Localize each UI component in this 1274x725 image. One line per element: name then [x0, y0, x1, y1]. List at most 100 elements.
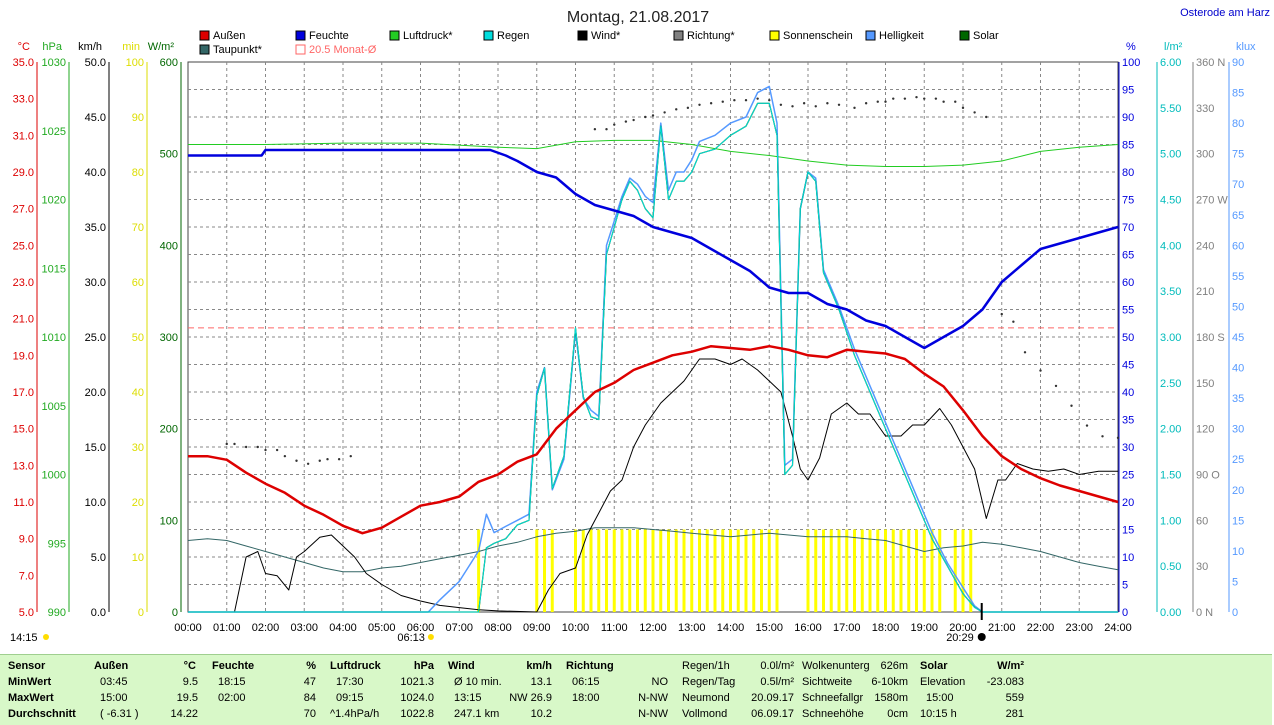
left-axis-tick: 35.0: [13, 57, 34, 69]
sichtweite-label: Sichtweite: [802, 676, 853, 688]
elevation-value: -23.083: [986, 676, 1024, 688]
direction-dot: [1101, 435, 1104, 438]
luftdruck-avg-value: 1022.8: [400, 708, 434, 720]
solar-header: Solar: [920, 660, 948, 672]
direction-dot: [275, 448, 279, 452]
direction-dot: [698, 103, 701, 106]
feuchte-avg-value: 70: [303, 708, 316, 720]
sunshine-bar: [574, 529, 577, 612]
legend-label: Feuchte: [309, 30, 349, 42]
right-axis-tick: 5.00: [1160, 149, 1181, 161]
direction-dot: [306, 462, 310, 466]
right-axis-tick: 55: [1122, 305, 1134, 317]
right-axis-tick: 210: [1196, 286, 1214, 298]
x-tick-label: 20:00: [949, 622, 977, 634]
right-axis-tick: 20: [1232, 485, 1244, 497]
direction-dot: [876, 100, 879, 103]
x-tick-label: 23:00: [1065, 622, 1093, 634]
sunshine-bar: [636, 529, 639, 612]
right-axis-tick: 35: [1232, 393, 1244, 405]
x-tick-label: 06:00: [407, 622, 435, 634]
left-axis-tick: 100: [160, 515, 178, 527]
solar-max-time: 15:00: [926, 692, 954, 704]
left-axis-tick: 40.0: [85, 167, 106, 179]
direction-dot: [814, 105, 817, 108]
neumond-value: 20.09.17: [751, 692, 794, 704]
left-axis-unit: min: [122, 41, 140, 53]
sunshine-bar: [651, 529, 655, 612]
right-axis-tick: 40: [1122, 387, 1134, 399]
left-axis-tick: 1015: [42, 263, 66, 275]
right-axis-tick: 0: [1122, 607, 1128, 619]
direction-dot: [923, 97, 926, 100]
right-axis-tick: 3.50: [1160, 286, 1181, 298]
regen-column: Regen/1h 0.0l/m² Regen/Tag 0.5l/m² Neumond…: [682, 658, 794, 722]
x-tick-label: 07:00: [445, 622, 473, 634]
sunshine-bar: [589, 529, 593, 612]
temperature-line: [188, 344, 1119, 535]
right-axis-unit: %: [1126, 41, 1136, 53]
wind-avg-value: 10.2: [530, 708, 552, 720]
sunset-icon: [977, 633, 986, 641]
sunshine-bar: [845, 529, 849, 612]
elevation-label: Elevation: [920, 676, 966, 688]
wind-avg10-label: Ø 10 min.: [454, 676, 502, 688]
legend-swatch: [295, 44, 306, 55]
left-axis-tick: 1000: [42, 470, 66, 482]
left-axis-tick: 9.0: [19, 534, 34, 546]
x-tick-label: 04:00: [329, 622, 357, 634]
sunshine-bar: [837, 529, 841, 612]
x-tick-label: 24:00: [1104, 622, 1132, 634]
wind-max-time: 13:15: [454, 692, 482, 704]
x-tick-label: 12:00: [639, 622, 667, 634]
left-axis-tick: 5.0: [19, 607, 34, 619]
direction-dot: [954, 100, 957, 103]
left-axis-tick: 0: [138, 607, 144, 619]
left-axis-tick: 50.0: [85, 57, 106, 69]
direction-dot: [624, 120, 628, 123]
left-axis-tick: 35.0: [85, 222, 106, 234]
right-axis-tick: 120: [1196, 424, 1214, 436]
right-axis-tick: 1.00: [1160, 515, 1181, 527]
sunshine-bar: [744, 529, 748, 612]
sunshine-bar: [543, 529, 546, 612]
feuchte-max-value: 84: [303, 692, 316, 704]
right-axis-unit: l/m²: [1164, 41, 1183, 53]
right-axes: %100959085807570656055504540353025201510…: [1118, 41, 1256, 619]
sun-markers: 14:15 06:13 20:29: [10, 603, 986, 644]
sunshine-bar: [605, 529, 608, 612]
solar-max-value: 559: [1005, 692, 1024, 704]
left-axis-tick: 15.0: [85, 442, 106, 454]
left-axis-tick: 27.0: [13, 204, 34, 216]
right-axis-tick: 10: [1122, 552, 1134, 564]
x-tick-label: 10:00: [562, 622, 590, 634]
vollmond-value: 06.09.17: [751, 708, 794, 720]
x-tick-label: 05:00: [368, 622, 396, 634]
humidity-line: [188, 148, 1119, 350]
luftdruck-trend: ^1.4hPa/h: [330, 708, 380, 720]
right-axis-tick: 5: [1122, 580, 1128, 592]
direction-dot: [337, 458, 341, 461]
direction-dot: [826, 102, 829, 105]
right-axis-tick: 95: [1122, 85, 1134, 97]
left-axis-tick: 19.0: [13, 350, 34, 362]
direction-dot: [934, 97, 938, 100]
direction-dot: [853, 106, 856, 110]
regen-1h-label: Regen/1h: [682, 660, 730, 672]
sunshine-hours: 10:15 h: [920, 708, 957, 720]
right-axis-tick: 50: [1232, 301, 1244, 313]
legend-swatch: [389, 30, 400, 41]
feuchte-unit: %: [306, 660, 316, 672]
pressure-line: [188, 139, 1119, 167]
location-label: Osterode am Harz: [1180, 7, 1270, 19]
luftdruck-column: Luftdruck hPa 17:30 1021.3 09:15 1024.0 ^1.…: [330, 658, 438, 722]
wind-unit: km/h: [526, 660, 552, 672]
x-tick-label: 19:00: [910, 622, 938, 634]
sichtweite-value: 6-10km: [871, 676, 908, 688]
right-axis-tick: 0: [1232, 607, 1238, 619]
sunshine-bar: [535, 529, 539, 612]
right-axis-tick: 80: [1232, 118, 1244, 130]
direction-dot: [768, 98, 771, 102]
feuchte-min-value: 47: [303, 676, 316, 688]
wind-avg10-value: 13.1: [530, 676, 552, 688]
